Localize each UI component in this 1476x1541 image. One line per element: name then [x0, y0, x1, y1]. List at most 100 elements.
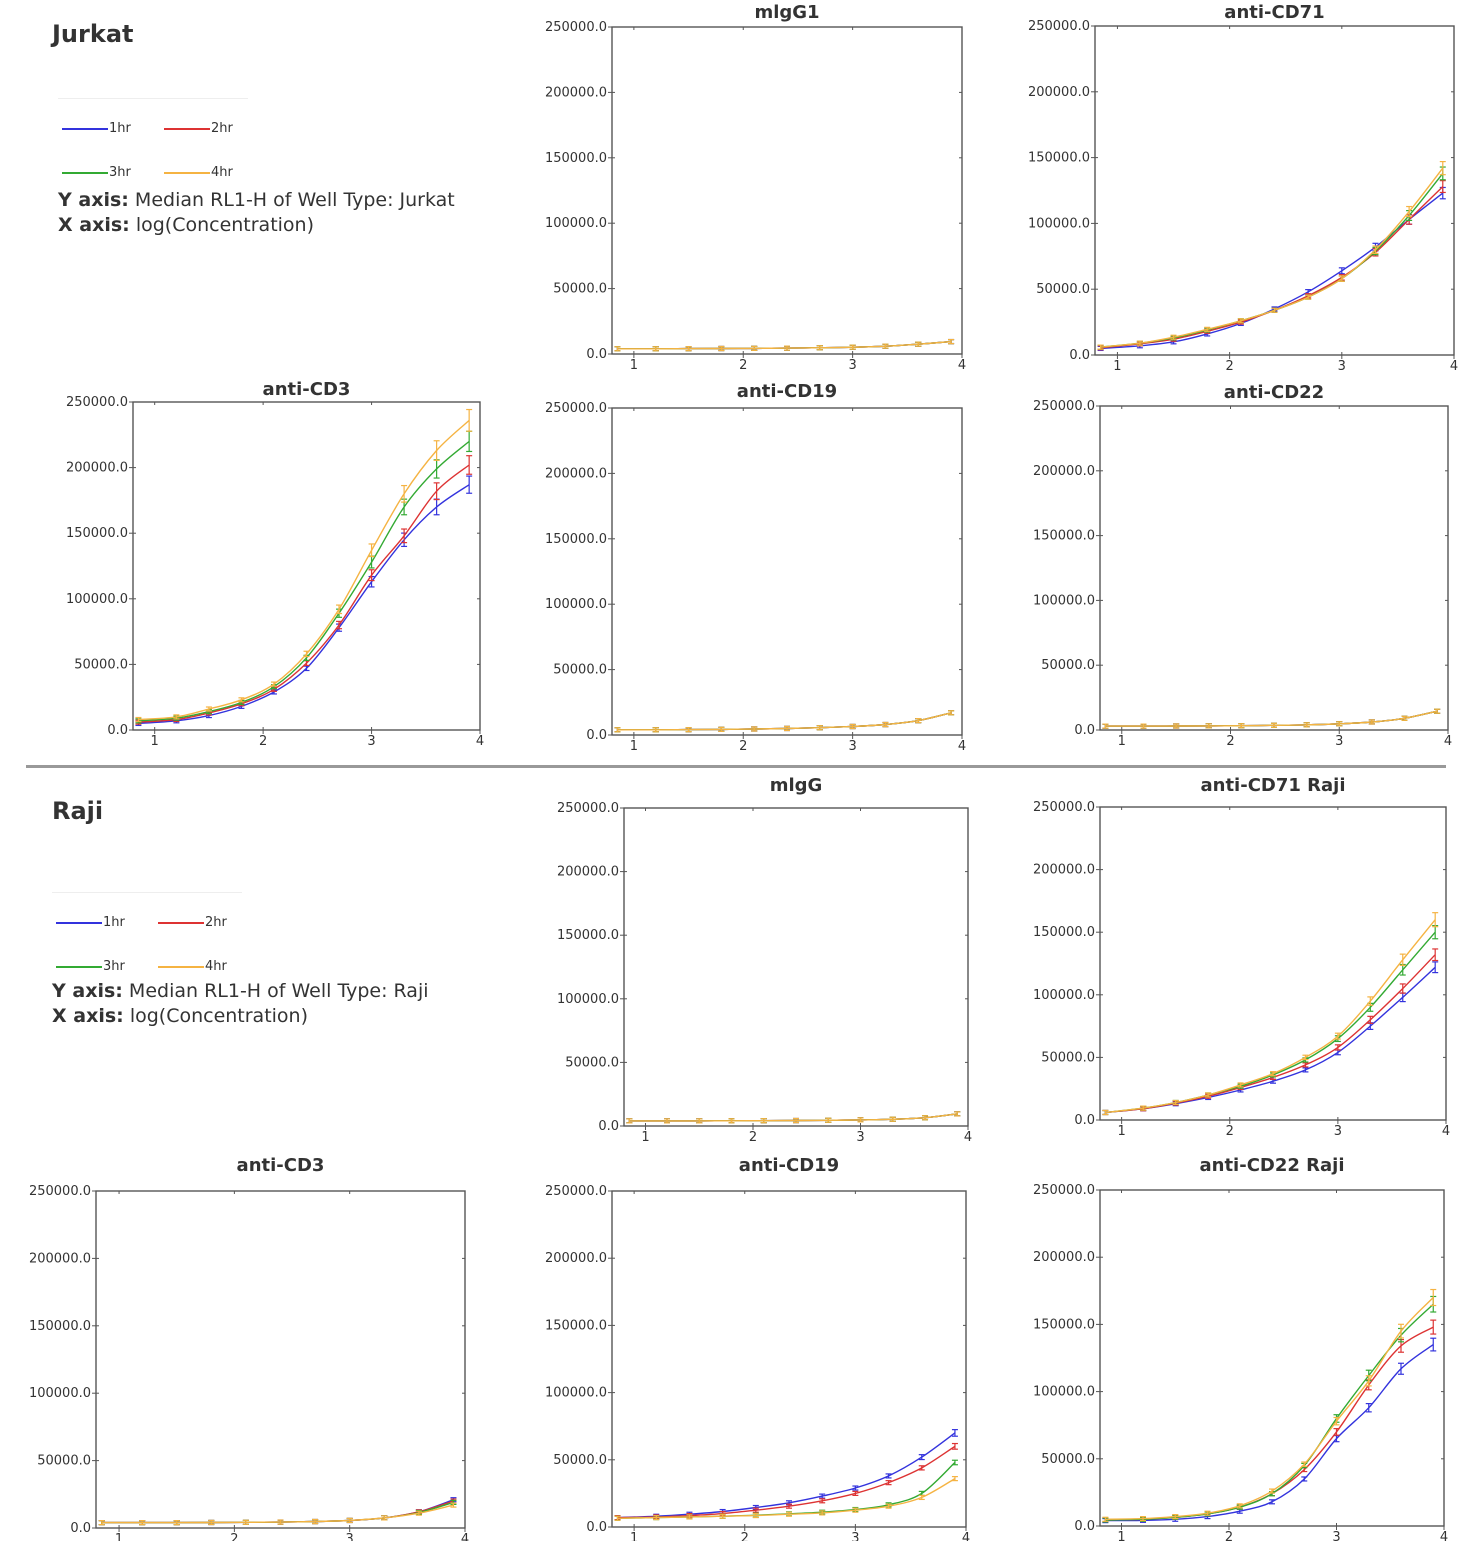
data-point-1hr — [922, 1115, 928, 1121]
data-point-4hr — [951, 1476, 958, 1482]
data-point-2hr — [205, 710, 212, 716]
data-point-1hr — [1172, 1516, 1179, 1522]
series-line-2hr — [629, 1113, 958, 1122]
data-point-2hr — [819, 1498, 826, 1504]
data-point-2hr — [242, 1519, 249, 1525]
data-point-4hr — [1372, 245, 1379, 255]
data-point-3hr — [882, 721, 889, 728]
x-tick-label: 1 — [1113, 359, 1121, 374]
data-point-3hr — [819, 1509, 826, 1515]
data-point-3hr — [1237, 318, 1244, 324]
data-point-1hr — [312, 1518, 319, 1525]
data-point-3hr — [951, 1459, 958, 1466]
data-point-4hr — [1399, 953, 1406, 966]
data-point-3hr — [653, 1514, 660, 1521]
data-point-3hr — [1205, 1092, 1212, 1098]
y-tick-label: 200000.0 — [557, 865, 619, 880]
data-point-3hr — [1238, 723, 1245, 729]
series-line-1hr — [617, 340, 952, 350]
data-point-2hr — [238, 701, 245, 707]
data-point-2hr — [784, 345, 790, 351]
data-point-4hr — [1336, 721, 1343, 727]
legend-item-1hr: 1hr — [62, 121, 131, 136]
data-point-1hr — [882, 721, 889, 728]
y-tick-label: 100000.0 — [557, 992, 619, 1007]
data-point-4hr — [208, 1519, 215, 1526]
data-point-1hr — [784, 725, 790, 732]
series-line-1hr — [1100, 192, 1444, 350]
data-point-4hr — [816, 725, 823, 731]
y-tick-label: 250000.0 — [1028, 19, 1090, 34]
y-tick-label: 150000.0 — [557, 928, 619, 943]
data-point-1hr — [686, 1511, 693, 1517]
x-tick-label: 1 — [630, 739, 638, 754]
data-point-4hr — [1305, 294, 1312, 300]
data-point-3hr — [368, 555, 375, 569]
data-point-2hr — [1336, 721, 1343, 727]
y-axis-value: Median RL1-H of Well Type: Jurkat — [134, 189, 455, 211]
y-tick-label: 200000.0 — [66, 461, 128, 476]
x-tick-label: 4 — [958, 358, 966, 373]
legend-raji: 1hr 2hr 3hr 4hr — [52, 892, 242, 981]
data-point-2hr — [1338, 274, 1345, 281]
data-point-4hr — [205, 706, 212, 712]
data-point-1hr — [1432, 961, 1439, 974]
y-tick-label: 50000.0 — [553, 1453, 607, 1468]
data-point-2hr — [1334, 1044, 1341, 1051]
data-point-4hr — [1172, 1513, 1179, 1520]
data-point-3hr — [728, 1118, 735, 1124]
data-point-2hr — [652, 346, 659, 352]
data-point-4hr — [882, 343, 889, 349]
data-point-2hr — [1102, 1109, 1109, 1116]
data-point-4hr — [1334, 1032, 1341, 1040]
x-tick-label: 1 — [1118, 734, 1126, 749]
data-point-3hr — [1338, 275, 1345, 282]
legend-label-4hr: 4hr — [205, 959, 227, 974]
data-point-3hr — [1372, 246, 1379, 256]
section-title-jurkat: Jurkat — [52, 20, 134, 48]
data-point-1hr — [885, 1473, 892, 1479]
x-axis-description: X axis: log(Concentration) — [52, 1004, 429, 1029]
data-point-4hr — [786, 1511, 792, 1517]
data-point-1hr — [915, 341, 922, 347]
data-point-2hr — [1303, 722, 1310, 728]
chart-title: mlgG1 — [754, 2, 819, 23]
data-point-2hr — [653, 1514, 660, 1520]
y-tick-label: 0.0 — [586, 1520, 607, 1535]
y-tick-label: 100000.0 — [545, 216, 607, 231]
data-point-1hr — [626, 1118, 633, 1124]
data-point-4hr — [368, 543, 375, 558]
data-point-1hr — [954, 1111, 961, 1117]
series-line-3hr — [1105, 1303, 1434, 1521]
data-point-3hr — [208, 1519, 215, 1526]
data-point-2hr — [450, 1498, 457, 1504]
series-line-3hr — [617, 340, 952, 350]
x-tick-label: 2 — [741, 1531, 749, 1541]
y-tick-label: 150000.0 — [29, 1319, 91, 1334]
data-point-3hr — [242, 1519, 249, 1525]
data-point-3hr — [1333, 1414, 1340, 1423]
y-tick-label: 100000.0 — [1033, 988, 1095, 1003]
data-point-1hr — [1398, 1362, 1404, 1375]
data-point-1hr — [918, 1454, 925, 1461]
data-point-2hr — [718, 726, 725, 732]
data-point-3hr — [1367, 1002, 1374, 1012]
data-point-4hr — [238, 697, 245, 703]
data-point-1hr — [433, 498, 440, 516]
data-point-1hr — [696, 1118, 703, 1124]
data-point-4hr — [1102, 1516, 1109, 1522]
data-point-3hr — [466, 430, 473, 453]
data-point-2hr — [752, 1507, 759, 1513]
data-point-3hr — [1270, 1072, 1276, 1078]
x-tick-label: 3 — [346, 1532, 354, 1541]
data-point-1hr — [1333, 1434, 1340, 1443]
data-point-4hr — [415, 1510, 422, 1516]
y-axis-value: Median RL1-H of Well Type: Raji — [128, 980, 429, 1002]
data-point-1hr — [277, 1519, 284, 1525]
data-point-2hr — [466, 455, 473, 475]
data-point-1hr — [653, 1513, 660, 1519]
data-point-2hr — [1406, 214, 1413, 225]
data-point-3hr — [1097, 344, 1104, 350]
data-point-1hr — [401, 532, 408, 548]
data-point-3hr — [139, 1520, 146, 1526]
